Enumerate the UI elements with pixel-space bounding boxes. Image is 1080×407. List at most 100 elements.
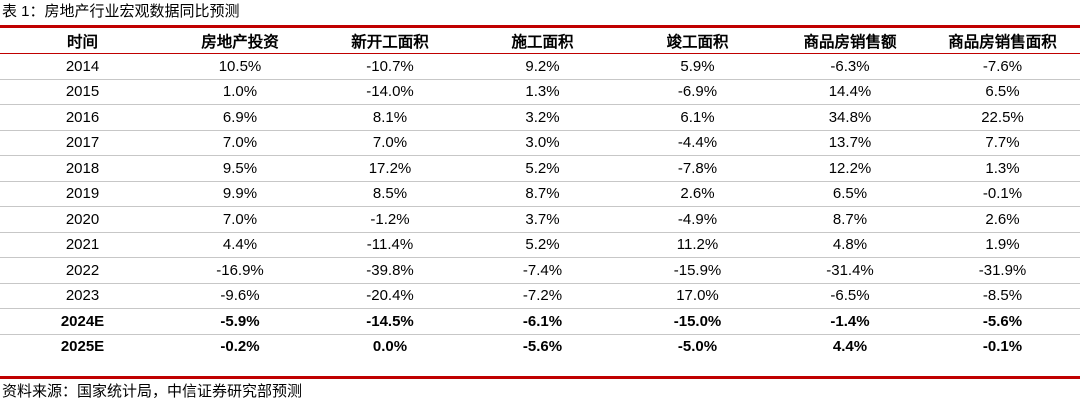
table-cell: -6.5% <box>775 283 925 309</box>
table-cell: 8.7% <box>775 206 925 233</box>
table-cell: 2.6% <box>620 181 775 207</box>
table-cell: -4.9% <box>620 206 775 233</box>
table-body: 2014 10.5% -10.7% 9.2% 5.9% -6.3% -7.6% 2015 1.0… <box>0 53 1080 360</box>
table-cell: -6.1% <box>465 308 620 335</box>
column-header-sales-amount: 商品房销售额 <box>775 28 925 54</box>
table-cell: 17.2% <box>315 155 465 182</box>
table-bottom-rule <box>0 376 1080 379</box>
table-cell: 7.0% <box>165 206 315 233</box>
table-cell: -10.7% <box>315 53 465 80</box>
table-cell: 6.9% <box>165 104 315 131</box>
column-header-time: 时间 <box>0 28 165 54</box>
row-year-cell: 2015 <box>0 79 165 105</box>
column-header-real-estate-investment: 房地产投资 <box>165 28 315 54</box>
table-cell: -5.6% <box>522 338 563 356</box>
row-year-cell: 2025E <box>60 338 105 356</box>
table-cell: 9.5% <box>165 155 315 182</box>
row-year-cell: 2019 <box>0 181 165 207</box>
column-header-sales-area: 商品房销售面积 <box>925 28 1080 54</box>
table-cell: -0.2% <box>220 338 260 356</box>
row-year-cell: 2016 <box>0 104 165 131</box>
table-cell: -1.4% <box>775 308 925 335</box>
table-cell: 17.0% <box>620 283 775 309</box>
table-cell: 3.0% <box>465 130 620 156</box>
table-cell: 3.2% <box>465 104 620 131</box>
table-cell: 1.3% <box>465 79 620 105</box>
header-row: 时间 房地产投资 新开工面积 施工面积 竣工面积 商品房销售额 商品房销售面积 <box>0 28 1080 54</box>
table-cell: 7.0% <box>315 130 465 156</box>
table-cell: 5.2% <box>465 155 620 182</box>
row-year-cell: 2020 <box>0 206 165 233</box>
table-row: 2015 1.0% -14.0% 1.3% -6.9% 14.4% 6.5% <box>0 79 1080 105</box>
table-cell: 34.8% <box>775 104 925 131</box>
table-cell: -15.9% <box>620 257 775 284</box>
table-row: 2021 4.4% -11.4% 5.2% 11.2% 4.8% 1.9% <box>0 232 1080 258</box>
table-cell: -31.4% <box>775 257 925 284</box>
table-cell: -15.0% <box>620 308 775 335</box>
table-cell: 3.7% <box>465 206 620 233</box>
table-cell: 4.4% <box>165 232 315 258</box>
table-cell: -9.6% <box>165 283 315 309</box>
table-cell: -5.9% <box>165 308 315 335</box>
table-cell: 4.8% <box>775 232 925 258</box>
table-cell: -8.5% <box>925 283 1080 309</box>
table-cell: -20.4% <box>315 283 465 309</box>
table-cell: -11.4% <box>315 232 465 258</box>
table-cell: 11.2% <box>620 232 775 258</box>
row-year-cell: 2022 <box>0 257 165 284</box>
table-row: 2018 9.5% 17.2% 5.2% -7.8% 12.2% 1.3% <box>0 155 1080 182</box>
table-header: 时间 房地产投资 新开工面积 施工面积 竣工面积 商品房销售额 商品房销售面积 <box>0 28 1080 54</box>
table-cell: -0.1% <box>925 181 1080 207</box>
table-top-rule <box>0 25 1080 28</box>
table-cell: 8.5% <box>315 181 465 207</box>
table-cell: 14.4% <box>775 79 925 105</box>
row-year-cell: 2021 <box>0 232 165 258</box>
table-cell: -1.2% <box>315 206 465 233</box>
table-cell: 7.0% <box>165 130 315 156</box>
table-cell: 7.7% <box>925 130 1080 156</box>
table-cell: 10.5% <box>165 53 315 80</box>
table-cell: 6.1% <box>620 104 775 131</box>
table-cell: -0.1% <box>982 338 1023 356</box>
table-cell: -14.5% <box>315 308 465 335</box>
table-caption: 表 1：房地产行业宏观数据同比预测 <box>2 3 240 20</box>
row-year-cell: 2018 <box>0 155 165 182</box>
table-cell: -7.6% <box>925 53 1080 80</box>
table-cell: 22.5% <box>925 104 1080 131</box>
table-cell: -5.0% <box>677 338 718 356</box>
data-table: 时间 房地产投资 新开工面积 施工面积 竣工面积 商品房销售额 商品房销售面积 … <box>0 28 1080 359</box>
table-cell: 1.9% <box>925 232 1080 258</box>
table-cell: 6.5% <box>775 181 925 207</box>
table-row: 2016 6.9% 8.1% 3.2% 6.1% 34.8% 22.5% <box>0 104 1080 131</box>
table-cell: -7.4% <box>465 257 620 284</box>
table-cell: 9.9% <box>165 181 315 207</box>
table-cell: 5.2% <box>465 232 620 258</box>
table-row-forecast: 2024E -5.9% -14.5% -6.1% -15.0% -1.4% -5.6% <box>0 308 1080 335</box>
table-row: 2023 -9.6% -20.4% -7.2% 17.0% -6.5% -8.5% <box>0 283 1080 309</box>
table-cell: 4.4% <box>832 338 868 356</box>
row-year-cell: 2014 <box>0 53 165 80</box>
row-year-cell: 2023 <box>0 283 165 309</box>
table-cell: -39.8% <box>315 257 465 284</box>
source-note: 资料来源：国家统计局，中信证券研究部预测 <box>2 383 303 400</box>
table-row-forecast: 2025E -0.2% 0.0% -5.6% -5.0% 4.4% -0.1% <box>0 334 1080 359</box>
table-cell: 13.7% <box>775 130 925 156</box>
column-header-completed-area: 竣工面积 <box>620 28 775 54</box>
table-cell: 8.1% <box>315 104 465 131</box>
row-year-cell: 2017 <box>0 130 165 156</box>
table-cell: 6.5% <box>925 79 1080 105</box>
table-cell: 12.2% <box>775 155 925 182</box>
table-cell: 1.3% <box>925 155 1080 182</box>
table-cell: 9.2% <box>465 53 620 80</box>
table-cell: 2.6% <box>925 206 1080 233</box>
table-cell: 0.0% <box>372 338 408 356</box>
table-cell: -31.9% <box>925 257 1080 284</box>
table-cell: -7.2% <box>465 283 620 309</box>
table-cell: -14.0% <box>315 79 465 105</box>
table-cell: -6.3% <box>775 53 925 80</box>
table-cell: -7.8% <box>620 155 775 182</box>
table-cell: -6.9% <box>620 79 775 105</box>
table-cell: 8.7% <box>465 181 620 207</box>
table-row: 2014 10.5% -10.7% 9.2% 5.9% -6.3% -7.6% <box>0 53 1080 80</box>
table-row: 2019 9.9% 8.5% 8.7% 2.6% 6.5% -0.1% <box>0 181 1080 207</box>
